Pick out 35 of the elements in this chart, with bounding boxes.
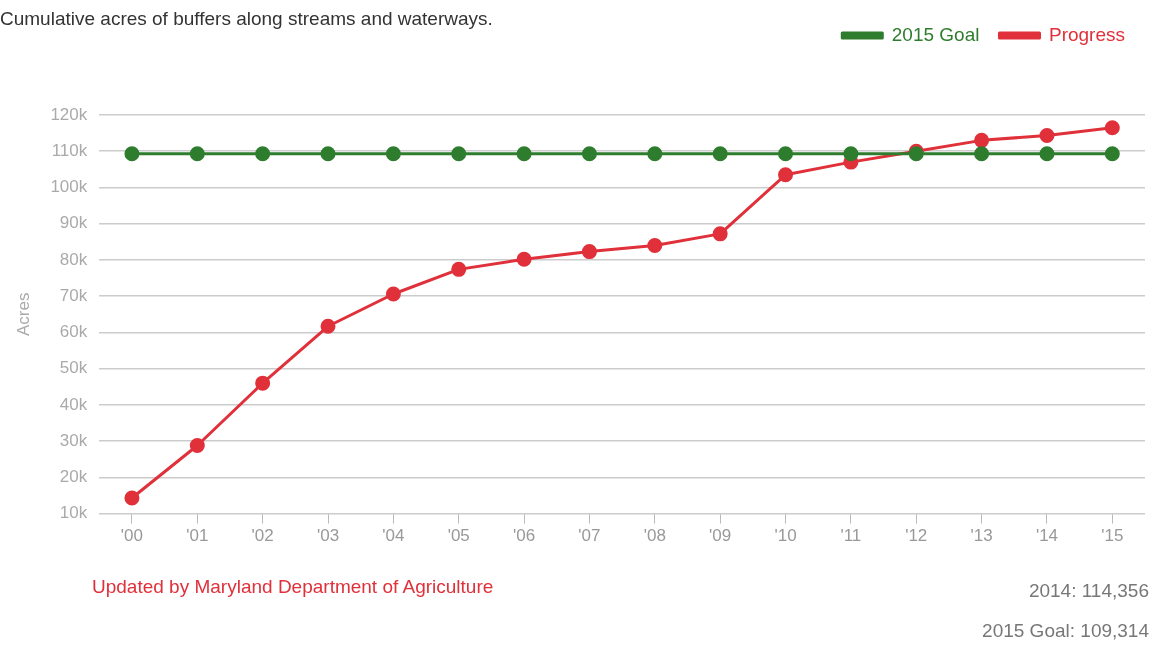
x-tick-label: '00 [120,526,144,546]
text: 2015 Goal: 109,314 [982,620,1149,642]
chart-title: Cumulative acres of buffers along streams and waterways. [0,8,493,30]
x-tick-label: '11 [840,526,862,546]
x-tick-label: '06 [513,526,536,546]
legend-label: Progress [1048,23,1125,45]
y-tick-label: 60k [59,322,88,342]
x-tick-label: '09 [709,526,732,546]
y-tick-label: 40k [59,394,88,414]
y-tick-label: 70k [59,285,88,305]
y-tick-label: 110k [51,140,88,160]
x-tick-label: '07 [578,526,601,546]
y-tick-label: 20k [59,467,88,487]
x-tick-label: '10 [774,526,797,546]
x-tick-label: '05 [447,526,470,546]
y-tick-label: 120k [50,104,88,124]
x-tick-label: '14 [1035,526,1059,546]
x-tick-label: '04 [382,526,405,546]
y-tick-label: 30k [59,430,88,450]
y-tick-label: 100k [50,177,88,197]
x-tick-label: '01 [186,526,209,546]
x-tick-label: '12 [905,526,928,546]
text: Updated by Maryland Department of Agriculture [92,576,494,598]
legend-label: 2015 Goal [891,23,980,45]
x-tick-label: '13 [970,526,993,546]
x-tick-label: '03 [316,526,340,546]
y-tick-label: 80k [59,249,88,269]
y-tick-label: 10k [59,503,88,523]
x-tick-label: '08 [643,526,666,546]
text: 2014: 114,356 [1028,580,1149,602]
x-tick-label: '15 [1101,526,1124,546]
y-axis-title: Acres [13,292,33,337]
y-tick-label: 50k [59,358,88,378]
x-tick-label: '02 [251,526,274,546]
y-tick-label: 90k [59,213,88,233]
